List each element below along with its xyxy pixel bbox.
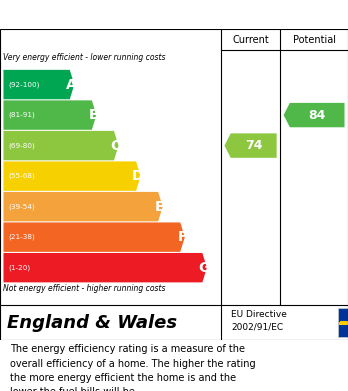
Polygon shape [3, 161, 141, 191]
Text: (92-100): (92-100) [9, 81, 40, 88]
Bar [338, 308, 348, 337]
Polygon shape [3, 100, 96, 130]
Text: A: A [66, 77, 77, 91]
Text: Potential: Potential [293, 35, 335, 45]
Text: (39-54): (39-54) [9, 203, 35, 210]
Text: B: B [88, 108, 99, 122]
Polygon shape [3, 192, 163, 221]
Text: C: C [111, 138, 121, 152]
Polygon shape [3, 131, 118, 160]
Text: Very energy efficient - lower running costs: Very energy efficient - lower running co… [3, 53, 166, 62]
Text: The energy efficiency rating is a measure of the
overall efficiency of a home. T: The energy efficiency rating is a measur… [10, 344, 256, 391]
Text: (1-20): (1-20) [9, 264, 31, 271]
Text: Not energy efficient - higher running costs: Not energy efficient - higher running co… [3, 284, 166, 293]
Text: Energy Efficiency Rating: Energy Efficiency Rating [10, 7, 220, 22]
Text: (81-91): (81-91) [9, 112, 35, 118]
Polygon shape [3, 222, 185, 252]
Text: EU Directive
2002/91/EC: EU Directive 2002/91/EC [231, 310, 287, 331]
Text: (55-68): (55-68) [9, 173, 35, 179]
Text: F: F [177, 230, 187, 244]
Text: Current: Current [232, 35, 269, 45]
Polygon shape [3, 253, 207, 282]
Text: 74: 74 [245, 139, 262, 152]
Text: 84: 84 [309, 109, 326, 122]
Text: England & Wales: England & Wales [7, 314, 177, 332]
Text: (69-80): (69-80) [9, 142, 35, 149]
Text: (21-38): (21-38) [9, 234, 35, 240]
Text: G: G [198, 261, 210, 274]
Text: D: D [132, 169, 144, 183]
Text: E: E [155, 200, 165, 213]
Polygon shape [284, 103, 345, 127]
Polygon shape [224, 133, 277, 158]
Polygon shape [3, 70, 74, 99]
